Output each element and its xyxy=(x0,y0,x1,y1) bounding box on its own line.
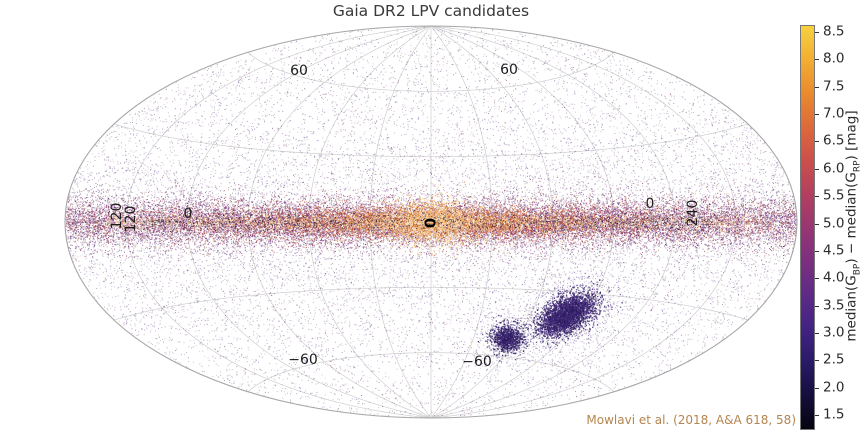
graticule-label: 240 xyxy=(685,199,701,227)
colorbar-label-text: median(G xyxy=(843,275,860,342)
colorbar-tick-mark xyxy=(815,250,819,252)
colorbar-tick-label: 8.5 xyxy=(823,23,845,40)
colorbar-tick-label: 2.5 xyxy=(823,351,845,368)
colorbar-tick-label: 4.0 xyxy=(823,269,845,286)
colorbar-tick-label: 5.0 xyxy=(823,214,845,231)
colorbar-tick-label: 3.5 xyxy=(823,296,845,313)
colorbar-tick-label: 7.0 xyxy=(823,105,845,122)
colorbar-label-subscript: RP xyxy=(852,160,863,173)
graticule-label: 60 xyxy=(290,63,308,79)
colorbar-tick-mark xyxy=(815,223,819,225)
colorbar-tick-label: 4.5 xyxy=(823,242,845,259)
graticule-label: 0 xyxy=(645,196,655,212)
colorbar-tick-mark xyxy=(815,415,819,416)
chart-title: Gaia DR2 LPV candidates xyxy=(332,2,530,20)
colorbar-tick-mark xyxy=(815,387,819,389)
colorbar-tick-label: 6.5 xyxy=(823,132,845,149)
graticule-label: 0 xyxy=(421,217,440,229)
graticule-label: −60 xyxy=(288,352,318,368)
colorbar-label-text: ) [mag] xyxy=(843,110,860,161)
graticule-label: 0 xyxy=(183,206,193,222)
colorbar-tick-label: 1.5 xyxy=(823,406,845,423)
colorbar-tick-mark xyxy=(815,32,819,33)
graticule-label: −60 xyxy=(462,354,492,370)
citation: Mowlavi et al. (2018, A&A 618, 58) xyxy=(586,413,796,427)
colorbar-tick-mark xyxy=(815,305,819,307)
colorbar-tick-mark xyxy=(815,360,819,362)
graticule-label: 120 xyxy=(109,202,125,230)
colorbar-tick-label: 2.0 xyxy=(823,378,845,395)
colorbar xyxy=(800,25,815,430)
colorbar-tick-label: 7.5 xyxy=(823,77,845,94)
colorbar-tick-label: 6.0 xyxy=(823,160,845,177)
colorbar-tick-mark xyxy=(815,114,819,116)
colorbar-tick-label: 3.0 xyxy=(823,324,845,341)
colorbar-tick-mark xyxy=(815,141,819,143)
colorbar-label-text: ) − median(G xyxy=(843,172,860,264)
colorbar-tick-mark xyxy=(815,332,819,334)
colorbar-label-subscript: BP xyxy=(852,263,863,276)
colorbar-tick-label: 8.0 xyxy=(823,50,845,67)
colorbar-tick-mark xyxy=(815,168,819,170)
graticule-label: 60 xyxy=(500,62,518,78)
colorbar-tick-mark xyxy=(815,86,819,88)
colorbar-tick-mark xyxy=(815,278,819,280)
graticule-label: 120 xyxy=(123,205,139,233)
colorbar-tick-mark xyxy=(815,196,819,198)
colorbar-tick-mark xyxy=(815,59,819,61)
colorbar-axis-label: median(GBP) − median(GRP) [mag] xyxy=(844,110,863,341)
colorbar-tick-label: 5.5 xyxy=(823,187,845,204)
